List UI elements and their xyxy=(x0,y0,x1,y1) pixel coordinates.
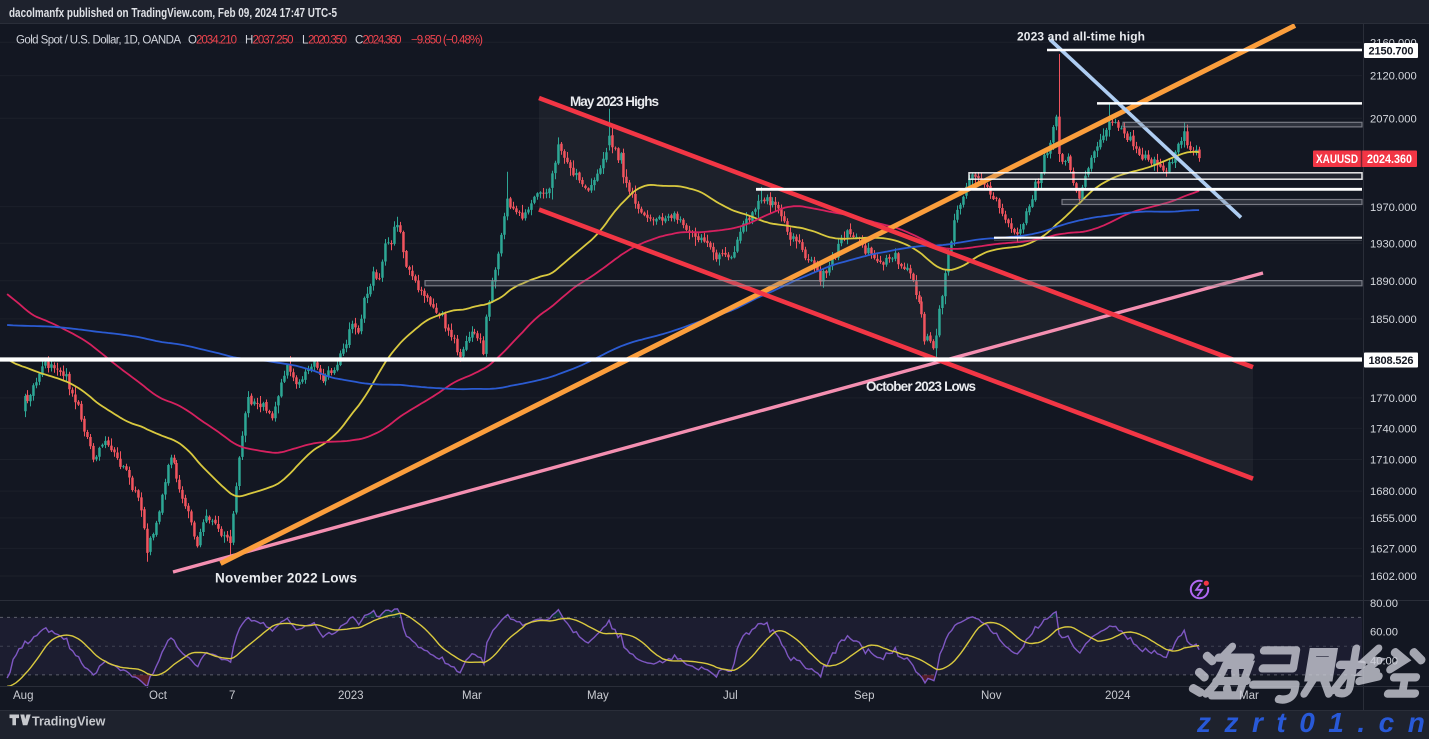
svg-text:2120.000: 2120.000 xyxy=(1370,71,1417,83)
svg-text:Sep: Sep xyxy=(854,690,874,702)
svg-text:1655.000: 1655.000 xyxy=(1370,513,1417,525)
svg-text:October 2023 Lows: October 2023 Lows xyxy=(866,379,976,394)
svg-text:2023 and all-time high: 2023 and all-time high xyxy=(1017,29,1145,43)
svg-text:Gold Spot / U.S. Dollar, 1D, O: Gold Spot / U.S. Dollar, 1D, OANDA xyxy=(16,35,181,47)
svg-text:O: O xyxy=(188,35,197,47)
svg-text:2023: 2023 xyxy=(338,690,364,702)
svg-text:Oct: Oct xyxy=(149,690,168,702)
svg-text:2034.210: 2034.210 xyxy=(196,35,237,47)
svg-text:L: L xyxy=(302,35,309,47)
svg-text:zzrt01.cn: zzrt01.cn xyxy=(1196,707,1429,738)
svg-text:May: May xyxy=(587,690,609,702)
svg-text:C: C xyxy=(355,35,363,47)
svg-text:H: H xyxy=(245,35,253,47)
svg-text:Jul: Jul xyxy=(723,690,738,702)
svg-text:1930.000: 1930.000 xyxy=(1370,238,1417,250)
svg-text:Aug: Aug xyxy=(13,690,33,702)
svg-text:7: 7 xyxy=(229,690,235,702)
svg-text:1890.000: 1890.000 xyxy=(1370,276,1417,288)
svg-text:Mar: Mar xyxy=(462,690,482,702)
svg-text:1850.000: 1850.000 xyxy=(1370,314,1417,326)
svg-text:1710.000: 1710.000 xyxy=(1370,455,1417,467)
svg-text:1627.000: 1627.000 xyxy=(1370,544,1417,556)
svg-text:80.00: 80.00 xyxy=(1370,598,1398,610)
svg-text:60.00: 60.00 xyxy=(1370,627,1398,639)
svg-text:1808.526: 1808.526 xyxy=(1369,355,1414,367)
svg-text:Mar: Mar xyxy=(1239,690,1259,702)
svg-text:2024: 2024 xyxy=(1105,690,1131,702)
svg-text:2070.000: 2070.000 xyxy=(1370,113,1417,125)
svg-text:2150.700: 2150.700 xyxy=(1369,46,1414,58)
svg-text:May 2023 Highs: May 2023 Highs xyxy=(570,94,659,109)
svg-text:−9.850 (−0.48%): −9.850 (−0.48%) xyxy=(411,35,483,47)
svg-text:1770.000: 1770.000 xyxy=(1370,393,1417,405)
svg-text:2024.360: 2024.360 xyxy=(1367,154,1412,166)
svg-text:dacolmanfx published on Tradin: dacolmanfx published on TradingView.com,… xyxy=(9,6,337,20)
svg-text:1680.000: 1680.000 xyxy=(1370,486,1417,498)
svg-text:November 2022 Lows: November 2022 Lows xyxy=(215,571,357,586)
svg-text:XAUUSD: XAUUSD xyxy=(1316,154,1358,166)
svg-text:TradingView: TradingView xyxy=(32,715,106,729)
svg-text:Nov: Nov xyxy=(981,690,1002,702)
svg-text:2024.360: 2024.360 xyxy=(363,35,402,47)
svg-text:1970.000: 1970.000 xyxy=(1370,202,1417,214)
svg-text:1740.000: 1740.000 xyxy=(1370,424,1417,436)
svg-text:2037.250: 2037.250 xyxy=(253,35,294,47)
svg-text:2020.350: 2020.350 xyxy=(308,35,347,47)
svg-text:1602.000: 1602.000 xyxy=(1370,571,1417,583)
